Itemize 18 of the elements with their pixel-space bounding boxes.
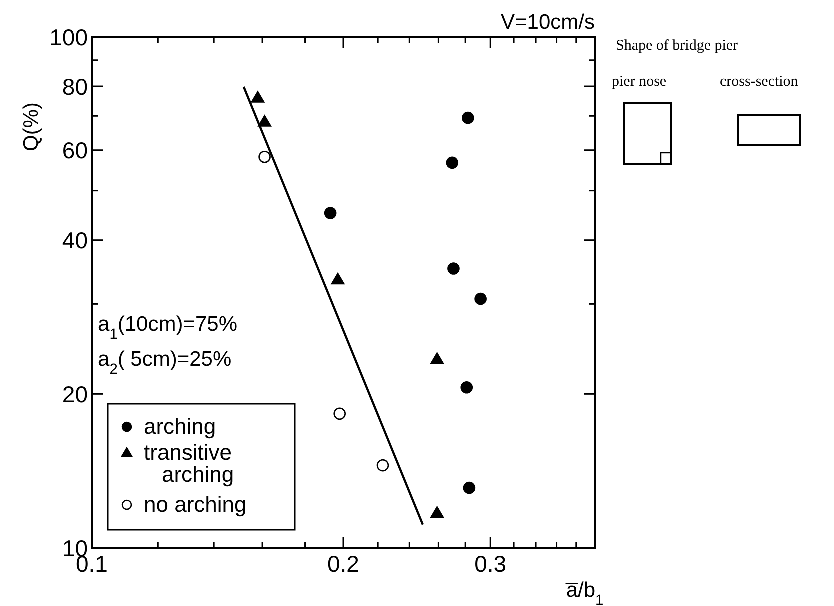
x-tick-label: 0.3	[474, 551, 507, 577]
text: pier nose	[612, 74, 667, 90]
y-tick-label: 60	[62, 138, 88, 164]
legend-label: no arching	[144, 492, 247, 517]
y-tick-label: 40	[62, 228, 88, 254]
x-axis-title: a̅/b$_{1}$	[564, 579, 604, 606]
legend-label: transitive arching	[144, 440, 234, 487]
x-tick-label: 0.2	[328, 551, 360, 577]
annotation: a$_{1}$(10cm)=75%	[98, 313, 238, 343]
y-tick-label: 20	[62, 381, 88, 408]
text: Shape of bridge pier	[616, 38, 738, 54]
y-tick-label: 100	[50, 24, 88, 50]
legend-label: arching	[144, 414, 216, 439]
annotation: a$_{2}$( 5cm)=25%	[98, 348, 232, 378]
y-axis-title: Q(%)	[20, 102, 43, 152]
chart-title: V=10cm/s	[501, 11, 595, 34]
y-tick-label: 80	[62, 74, 88, 100]
text: cross-section	[720, 74, 799, 90]
